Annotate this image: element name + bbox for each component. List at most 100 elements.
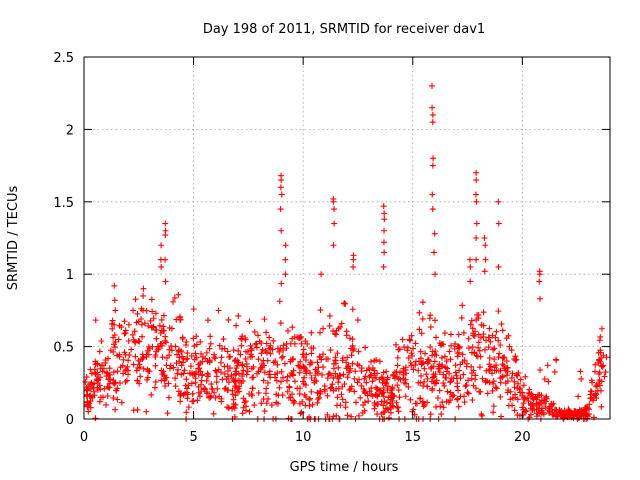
data-point [135,337,142,344]
data-point [273,391,280,398]
data-point [466,256,473,263]
data-point [158,242,165,249]
data-point [591,414,598,421]
data-point [551,368,558,375]
data-point [240,404,247,411]
data-point [196,393,203,400]
data-point [447,389,454,396]
data-point [598,325,605,332]
data-point [459,302,466,309]
data-point [485,367,492,374]
data-point [553,356,560,363]
data-point [148,391,155,398]
data-point [414,400,421,407]
data-point [281,360,288,367]
data-point [177,314,184,321]
data-point [335,379,342,386]
data-point [407,359,414,366]
data-point [455,403,462,410]
data-point [371,399,378,406]
data-point [278,378,285,385]
data-point [113,387,120,394]
data-point [534,401,541,408]
data-point [512,394,519,401]
data-point [216,393,223,400]
data-point [403,380,410,387]
data-point [598,403,605,410]
data-point [339,355,346,362]
data-point [484,378,491,385]
data-point [587,388,594,395]
data-point [395,408,402,415]
data-point [384,406,391,413]
data-point [295,362,302,369]
data-point [349,306,356,313]
data-point [289,324,296,331]
data-point [132,353,139,360]
data-point [374,401,381,408]
y-tick-label: 2.5 [53,51,74,66]
data-point [291,398,298,405]
data-point [597,333,604,340]
data-point [520,382,527,389]
data-point [152,378,159,385]
data-point [157,330,164,337]
data-point [394,404,401,411]
data-point [207,340,214,347]
data-point [441,353,448,360]
data-point [504,364,511,371]
data-point [418,372,425,379]
data-point [209,386,216,393]
data-point [125,357,132,364]
data-point [130,361,137,368]
data-point [508,374,515,381]
data-point [283,345,290,352]
data-point [468,349,475,356]
data-point [380,385,387,392]
data-point [141,320,148,327]
data-point [180,370,187,377]
data-point [162,278,169,285]
data-point [505,387,512,394]
data-point [584,413,591,420]
data-point [371,405,378,412]
data-point [482,242,489,249]
data-point [314,359,321,366]
data-point [354,317,361,324]
data-point [162,337,169,344]
data-point [189,390,196,397]
data-point [391,369,398,376]
data-point [409,352,416,359]
data-point [320,325,327,332]
data-point [492,334,499,341]
data-point [267,374,274,381]
data-point [363,379,370,386]
data-point [274,370,281,377]
data-point [297,358,304,365]
data-point [349,336,356,343]
data-point [321,383,328,390]
data-point [140,307,147,314]
data-point [603,354,610,361]
data-point [308,329,315,336]
data-point [296,385,303,392]
data-point [436,387,443,394]
data-point [149,343,156,350]
data-point [183,409,190,416]
data-point [132,339,139,346]
data-point [481,235,488,241]
data-point [285,415,292,422]
data-point [179,359,186,366]
data-point [344,354,351,361]
data-point [175,388,182,395]
data-point [212,394,219,401]
data-point [427,344,434,351]
data-point [218,398,225,405]
data-point [443,374,450,381]
data-point [191,356,198,363]
data-point [92,415,99,422]
data-point [509,370,516,377]
data-point [162,227,169,234]
data-point [252,341,259,348]
data-point [130,407,137,414]
